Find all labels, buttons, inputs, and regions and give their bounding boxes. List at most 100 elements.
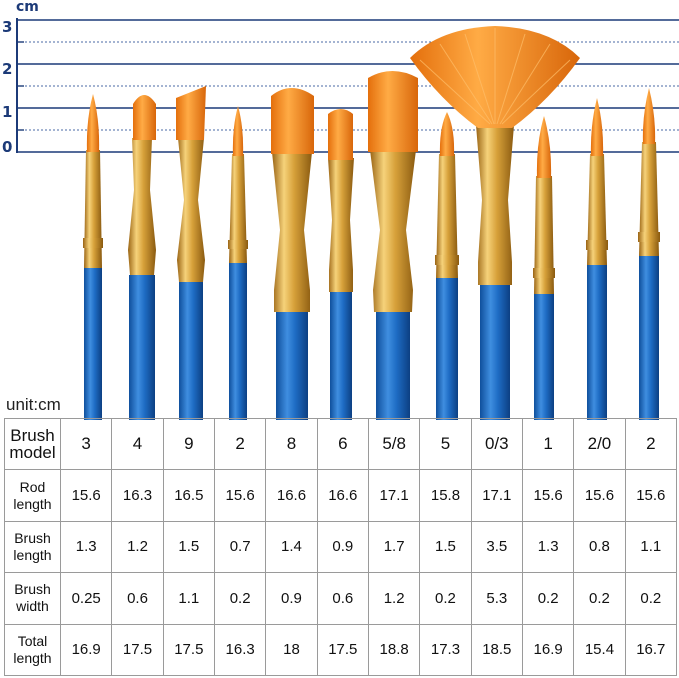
row-header: Rod length (4, 469, 61, 522)
row-header-line2: length (13, 546, 52, 563)
table-cell: 18.8 (367, 623, 421, 677)
row-header-line1: Total (17, 632, 48, 649)
table-cell: 15.6 (521, 469, 575, 522)
table-cell: 0.9 (265, 572, 318, 625)
table-cell: 0.2 (624, 572, 678, 625)
table-cell: 15.6 (573, 469, 626, 522)
ruler-tick-3: 3 (2, 18, 12, 36)
table-cell: 2/0 (573, 417, 626, 471)
table-cell: 1.1 (624, 520, 678, 574)
row-header: Brush model (4, 417, 61, 471)
table-cell: 5 (419, 417, 472, 471)
unit-label: unit:cm (6, 395, 61, 414)
table-cell: 0.8 (573, 520, 626, 574)
table-cell: 0.25 (59, 572, 113, 625)
table-cell: 15.6 (59, 469, 113, 522)
ruler-tick-0: 0 (2, 138, 12, 156)
table-cell: 17.5 (111, 623, 164, 677)
table-cell: 5/8 (367, 417, 421, 471)
table-cell: 9 (162, 417, 215, 471)
table-cell: 16.3 (213, 623, 267, 677)
row-header-line2: length (13, 495, 52, 512)
table-cell: 0.2 (573, 572, 626, 625)
table-cell: 1.4 (265, 520, 318, 574)
row-header: Brush length (4, 520, 61, 574)
ruler-tick-1: 1 (2, 103, 12, 121)
table-cell: 0.2 (521, 572, 575, 625)
table-cell: 0/3 (470, 417, 523, 471)
table-cell: 3 (59, 417, 113, 471)
table-cell: 18.5 (470, 623, 523, 677)
row-brush-length: Brush length 1.3 1.2 1.5 0.7 1.4 0.9 1.7 1.5 3.5 1.… (4, 520, 678, 574)
table-cell: 2 (624, 417, 678, 471)
table-cell: 16.6 (316, 469, 369, 522)
row-header: Total length (4, 623, 61, 677)
table-cell: 16.7 (624, 623, 678, 677)
table-cell: 1.2 (111, 520, 164, 574)
table-cell: 0.2 (419, 572, 472, 625)
brush-model-9 (176, 86, 206, 420)
table-cell: 15.8 (419, 469, 472, 522)
table-cell: 1.7 (367, 520, 421, 574)
table-cell: 0.6 (111, 572, 164, 625)
table-cell: 0.6 (316, 572, 369, 625)
row-header: Brush width (4, 572, 61, 625)
row-header-line1: Rod (19, 478, 46, 495)
table-cell: 0.7 (213, 520, 267, 574)
table-cell: 17.1 (367, 469, 421, 522)
table-cell: 16.3 (111, 469, 164, 522)
row-header-line2: model (9, 443, 56, 463)
ruler-tick-2: 2 (2, 60, 12, 78)
table-cell: 16.9 (59, 623, 113, 677)
table-cell: 16.6 (265, 469, 318, 522)
brush-model-2 (228, 106, 248, 420)
table-cell: 4 (111, 417, 164, 471)
brush-model-4 (128, 95, 156, 420)
table-cell: 5.3 (470, 572, 523, 625)
table-cell: 1.3 (521, 520, 575, 574)
table-cell: 0.2 (213, 572, 267, 625)
brush-model-1 (533, 116, 555, 420)
brush-model-2-0 (586, 98, 608, 420)
table-cell: 8 (265, 417, 318, 471)
brush-model-6 (328, 109, 354, 420)
table-cell: 16.9 (521, 623, 575, 677)
table-cell: 15.6 (624, 469, 678, 522)
table-cell: 1.5 (419, 520, 472, 574)
table-cell: 17.5 (162, 623, 215, 677)
brush-model-5 (435, 112, 459, 420)
table-cell: 17.3 (419, 623, 472, 677)
row-header-line1: Brush (14, 529, 51, 546)
row-header-line1: Brush (10, 426, 55, 446)
table-cell: 0.9 (316, 520, 369, 574)
table-cell: 3.5 (470, 520, 523, 574)
table-cell: 6 (316, 417, 369, 471)
row-brush-width: Brush width 0.25 0.6 1.1 0.2 0.9 0.6 1.2 0.2 5.3 0.… (4, 572, 678, 625)
ruler-unit-label: cm (16, 0, 39, 15)
table-cell: 1.1 (162, 572, 215, 625)
table-cell: 15.4 (573, 623, 626, 677)
table-cell: 17.5 (316, 623, 369, 677)
brush-model-3 (83, 94, 103, 420)
row-header-line2: length (13, 649, 52, 666)
table-cell: 16.5 (162, 469, 215, 522)
row-header-line1: Brush (14, 581, 51, 598)
row-total-length: Total length 16.9 17.5 17.5 16.3 18 17.5 18.8 17.… (4, 623, 678, 677)
brush-model-5-8 (368, 71, 418, 420)
row-rod-length: Rod length 15.6 16.3 16.5 15.6 16.6 16.6 17.1 15.… (4, 469, 678, 522)
table-cell: 17.1 (470, 469, 523, 522)
brush-model-0-3 (410, 26, 580, 420)
brush-model-8 (271, 88, 314, 420)
table-cell: 2 (213, 417, 267, 471)
table-cell: 18 (265, 623, 318, 677)
brush-set-illustration (83, 26, 660, 420)
brush-spec-table: Brush model 3 4 9 2 8 6 5/8 5 0/3 1 2/0 2 Rod length 15.… (4, 417, 678, 677)
table-cell: 1.3 (59, 520, 113, 574)
row-model: Brush model 3 4 9 2 8 6 5/8 5 0/3 1 2/0 2 (4, 417, 678, 471)
table-cell: 1.2 (367, 572, 421, 625)
table-cell: 15.6 (213, 469, 267, 522)
brush-model-2-last (638, 88, 660, 420)
table-cell: 1.5 (162, 520, 215, 574)
table-cell: 1 (521, 417, 575, 471)
row-header-line2: width (16, 598, 49, 615)
